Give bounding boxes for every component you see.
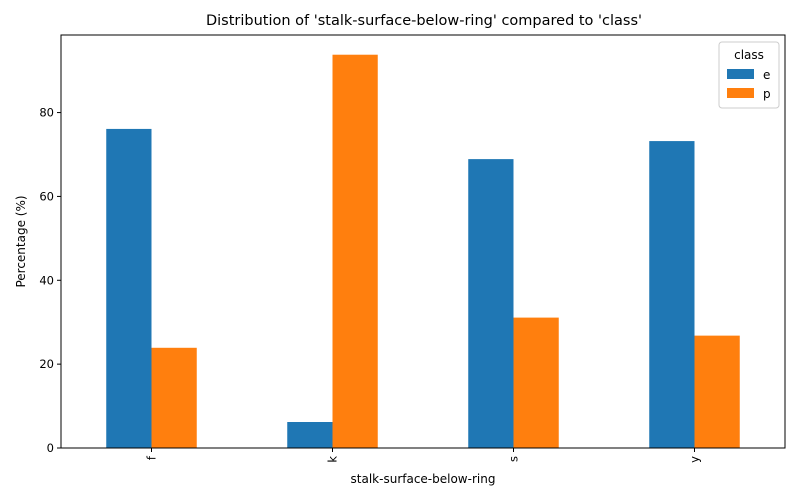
- bar-p-f: [151, 347, 197, 448]
- legend-title: class: [734, 48, 764, 62]
- y-tick-label: 20: [39, 357, 54, 371]
- bars-layer: [106, 54, 740, 449]
- y-tick-label: 80: [39, 106, 54, 120]
- y-axis-label: Percentage (%): [14, 195, 28, 287]
- bar-p-k: [332, 54, 378, 449]
- bar-e-s: [468, 159, 514, 449]
- chart-title: Distribution of 'stalk-surface-below-rin…: [206, 13, 642, 29]
- bar-e-f: [106, 128, 152, 449]
- x-axis-label: stalk-surface-below-ring: [351, 472, 496, 486]
- bar-p-s: [513, 317, 559, 448]
- y-axis: 0 20 40 60 80: [39, 106, 61, 455]
- legend: class ep: [718, 41, 780, 109]
- y-tick-label: 60: [39, 189, 54, 203]
- plot-frame: [60, 34, 786, 449]
- x-tick-label: f: [145, 455, 159, 460]
- x-tick-label: y: [688, 456, 702, 463]
- legend-label-p: p: [763, 87, 771, 101]
- x-tick-label: k: [326, 456, 340, 463]
- legend-label-e: e: [763, 68, 770, 82]
- x-tick-label: s: [507, 456, 521, 462]
- legend-swatch-e: [727, 69, 754, 79]
- y-tick-label: 40: [39, 273, 54, 287]
- bar-e-y: [649, 141, 695, 448]
- bar-p-y: [694, 335, 740, 448]
- y-tick-label: 0: [47, 441, 54, 455]
- legend-swatch-p: [727, 88, 754, 98]
- legend-items: ep: [727, 68, 771, 101]
- bar-e-k: [287, 422, 333, 448]
